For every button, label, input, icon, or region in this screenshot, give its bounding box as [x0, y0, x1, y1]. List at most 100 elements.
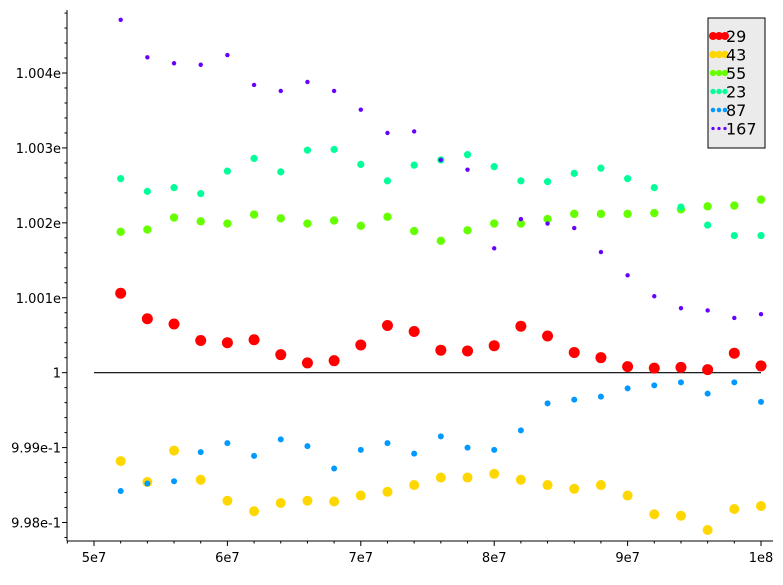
point-series-23 [330, 145, 338, 154]
point-series-23 [197, 190, 205, 198]
legend-marker [710, 88, 716, 95]
y-tick-label: 9.98e-1 [11, 517, 61, 532]
legend-label: 55 [726, 64, 746, 83]
legend-marker [715, 32, 723, 40]
point-series-43 [515, 474, 526, 485]
point-series-29 [542, 330, 554, 342]
point-series-87 [437, 433, 444, 440]
point-series-167 [598, 249, 604, 255]
point-series-29 [568, 346, 580, 358]
x-tick-label: 1e8 [749, 551, 774, 566]
legend-marker [711, 126, 715, 131]
series-55 [116, 195, 766, 246]
point-series-29 [248, 334, 260, 346]
point-series-55 [463, 226, 472, 235]
point-series-23 [383, 177, 392, 185]
point-series-43 [756, 501, 766, 512]
legend-marker [716, 107, 722, 113]
point-series-43 [462, 472, 473, 483]
point-series-29 [141, 313, 153, 325]
point-series-23 [624, 175, 632, 183]
tick-marks: 5e7 6e7 7e7 8e7 9e7 1e8 9.98e-1 9.99e-1 1 1.001e 1… [11, 12, 774, 566]
series-43 [115, 445, 766, 535]
point-series-87 [251, 452, 258, 459]
series-23 [117, 145, 765, 240]
point-series-43 [649, 509, 660, 520]
x-tick-label: 6e7 [215, 551, 240, 566]
point-series-87 [597, 393, 604, 400]
point-series-55 [116, 227, 125, 237]
point-series-43 [195, 474, 206, 485]
point-series-167 [438, 157, 444, 163]
point-series-55 [249, 210, 259, 219]
point-series-23 [410, 161, 418, 169]
point-series-55 [756, 195, 766, 204]
legend-label: 43 [726, 46, 746, 65]
point-series-87 [571, 396, 578, 403]
data-points [115, 17, 767, 535]
legend-marker [723, 126, 727, 131]
point-series-55 [650, 208, 659, 218]
legend-marker [722, 88, 728, 95]
point-series-29 [702, 364, 714, 376]
y-tick-label: 1.003e [16, 142, 61, 157]
point-series-29 [301, 357, 313, 369]
legend-item-43: 43 [709, 46, 746, 65]
legend-label: 87 [726, 101, 746, 120]
point-series-87 [517, 427, 524, 434]
point-series-55 [703, 202, 712, 211]
point-series-23 [730, 231, 738, 240]
point-series-43 [622, 490, 633, 501]
legend-item-29: 29 [709, 27, 746, 46]
point-series-29 [275, 349, 287, 361]
point-series-167 [492, 246, 497, 251]
point-series-87 [117, 488, 124, 495]
point-series-167 [331, 88, 337, 94]
legend-label: 167 [726, 120, 757, 139]
point-series-43 [702, 524, 713, 535]
point-series-55 [730, 201, 739, 210]
series-87 [117, 379, 764, 495]
point-series-167 [358, 107, 363, 112]
point-series-167 [278, 88, 283, 94]
point-series-43 [542, 480, 553, 491]
point-series-43 [222, 495, 233, 506]
point-series-23 [250, 154, 258, 163]
point-series-167 [251, 82, 257, 88]
point-series-87 [731, 379, 738, 386]
point-series-167 [732, 315, 737, 321]
point-series-23 [597, 164, 605, 172]
point-series-55 [276, 214, 285, 223]
point-series-55 [356, 221, 365, 231]
point-series-87 [171, 478, 178, 485]
point-series-23 [757, 231, 765, 240]
point-series-29 [515, 320, 527, 332]
point-series-29 [221, 337, 233, 349]
point-series-87 [411, 450, 418, 457]
point-series-87 [624, 385, 631, 392]
point-series-29 [408, 325, 420, 337]
legend-marker [715, 50, 723, 59]
y-tick-label: 9.99e-1 [11, 442, 61, 457]
point-series-43 [275, 498, 286, 509]
point-series-167 [572, 225, 577, 231]
point-series-55 [169, 213, 179, 222]
point-series-43 [329, 496, 340, 507]
point-series-167 [198, 62, 203, 67]
point-series-29 [488, 340, 500, 352]
point-series-87 [144, 480, 151, 487]
x-tick-label: 8e7 [482, 551, 507, 566]
x-tick-label: 9e7 [615, 551, 640, 566]
point-series-167 [758, 312, 764, 317]
point-series-29 [328, 355, 340, 367]
point-series-23 [223, 167, 231, 175]
point-series-29 [755, 360, 767, 372]
point-series-167 [145, 55, 150, 60]
point-series-167 [411, 129, 417, 134]
point-series-87 [758, 398, 764, 405]
point-series-167 [465, 167, 470, 172]
point-series-23 [463, 151, 472, 159]
legend-item-55: 55 [709, 64, 746, 83]
